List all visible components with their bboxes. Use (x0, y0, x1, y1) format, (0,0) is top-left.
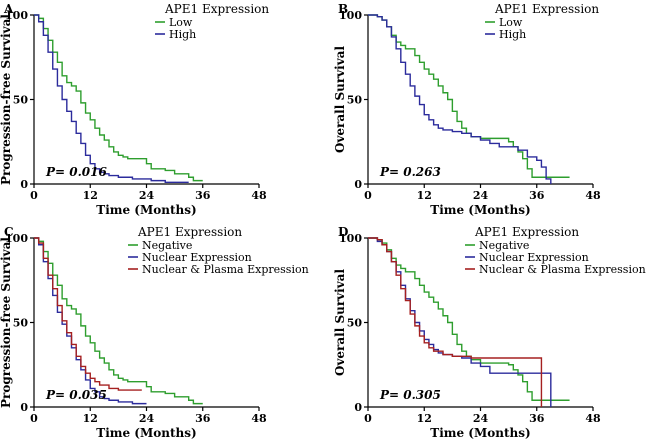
x-axis-title: Time (Months) (96, 426, 196, 440)
survival-curve-high (34, 14, 189, 184)
y-tick-label: 50 (347, 94, 363, 107)
panel-d: D 0 12 24 36 48 0 50 100 Time (Months) Overall Sur… (333, 225, 646, 440)
p-value: P= 0.035 (45, 388, 107, 402)
x-tick-label: 12 (83, 412, 98, 425)
y-axis-title: Progression-free Survival (0, 14, 13, 185)
y-axis-title: Overall Survival (333, 269, 347, 376)
panel-a: A 0 12 24 36 48 0 50 100 Time (Months) Progression… (0, 2, 269, 217)
x-tick-label: 36 (195, 189, 211, 202)
legend-label: Low (169, 16, 193, 29)
y-tick-label: 100 (339, 232, 362, 245)
legend-title: APE1 Expression (164, 2, 269, 16)
y-axis-title: Progression-free Survival (0, 237, 13, 408)
x-axis-title: Time (Months) (430, 426, 530, 440)
p-value: P= 0.305 (379, 388, 441, 402)
legend-title: APE1 Expression (137, 225, 242, 239)
y-tick-label: 0 (20, 401, 28, 414)
legend-label: High (499, 28, 526, 41)
x-tick-label: 24 (139, 189, 155, 202)
survival-curve-negative (34, 237, 203, 405)
panel-letter: D (338, 225, 348, 239)
x-tick-label: 48 (251, 412, 267, 425)
y-tick-label: 50 (347, 317, 363, 330)
x-tick-label: 12 (417, 189, 432, 202)
panel-letter: A (3, 2, 14, 16)
x-tick-label: 12 (83, 189, 98, 202)
y-tick-label: 100 (5, 9, 28, 22)
x-tick-label: 48 (585, 412, 601, 425)
legend-label: Negative (142, 239, 192, 252)
y-tick-label: 100 (5, 232, 28, 245)
survival-curve-high (368, 14, 552, 184)
x-tick-label: 12 (417, 412, 432, 425)
survival-curve-low (368, 14, 570, 178)
x-tick-label: 0 (364, 189, 372, 202)
legend-label: High (169, 28, 196, 41)
x-tick-label: 24 (139, 412, 155, 425)
x-tick-label: 0 (30, 412, 38, 425)
survival-curve-nuclear-expression (34, 237, 147, 405)
panel-b: B 0 12 24 36 48 0 50 100 Time (Months) Overall Sur… (333, 2, 601, 217)
legend-label: Nuclear & Plasma Expression (142, 263, 309, 276)
x-axis-title: Time (Months) (96, 203, 196, 217)
x-axis-title: Time (Months) (430, 203, 530, 217)
y-tick-label: 0 (354, 401, 362, 414)
legend-label: Nuclear Expression (142, 251, 252, 264)
y-tick-label: 0 (20, 178, 28, 191)
panel-c: C 0 12 24 36 48 0 50 100 Time (Months) Progression… (0, 225, 309, 440)
survival-curve-low (34, 14, 203, 182)
panel-letter: C (4, 225, 14, 239)
legend-title: APE1 Expression (494, 2, 599, 16)
legend-label: Low (499, 16, 523, 29)
legend-label: Nuclear & Plasma Expression (479, 263, 646, 276)
x-tick-label: 36 (529, 189, 545, 202)
x-tick-label: 24 (473, 412, 489, 425)
y-axis-title: Overall Survival (333, 46, 347, 153)
panel-letter: B (338, 2, 348, 16)
legend-label: Nuclear Expression (479, 251, 589, 264)
survival-curve-nuclear-plasma-expression (368, 237, 543, 407)
legend-label: Negative (479, 239, 529, 252)
y-tick-label: 50 (13, 94, 29, 107)
x-tick-label: 36 (529, 412, 545, 425)
y-tick-label: 0 (354, 178, 362, 191)
p-value: P= 0.263 (379, 165, 441, 179)
legend-title: APE1 Expression (474, 225, 579, 239)
survival-curve-nuclear-plasma-expression (34, 237, 142, 391)
x-tick-label: 0 (364, 412, 372, 425)
x-tick-label: 24 (473, 189, 489, 202)
x-tick-label: 36 (195, 412, 211, 425)
p-value: P= 0.016 (45, 165, 107, 179)
y-tick-label: 50 (13, 317, 29, 330)
x-tick-label: 48 (251, 189, 267, 202)
y-tick-label: 100 (339, 9, 362, 22)
x-tick-label: 48 (585, 189, 601, 202)
x-tick-label: 0 (30, 189, 38, 202)
